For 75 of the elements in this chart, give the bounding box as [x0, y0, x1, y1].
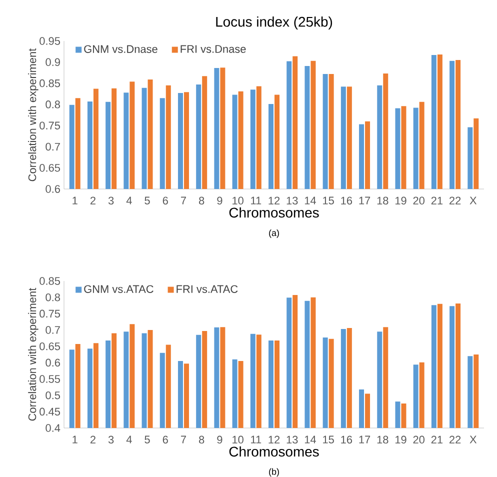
y-tick-label: 0.95 — [40, 37, 60, 45]
legend-label: FRI vs.Dnase — [180, 45, 246, 53]
x-tick-label: 21 — [431, 196, 442, 204]
x-tick-label: 14 — [304, 196, 316, 204]
x-tick-label: 5 — [144, 436, 150, 444]
x-tick-label: 15 — [323, 196, 334, 204]
x-tick-label: 11 — [251, 196, 262, 204]
x-tick-label: 10 — [232, 436, 244, 444]
y-tick-label: 0.8 — [46, 100, 60, 108]
x-tick-label: 4 — [126, 196, 132, 204]
legend-label: FRI vs.ATAC — [176, 285, 238, 293]
y-tick-label: 0.45 — [40, 408, 60, 416]
x-tick-label: 9 — [217, 196, 222, 205]
x-tick-label: 8 — [199, 436, 204, 444]
x-tick-label: 3 — [108, 196, 114, 205]
legend-label: GNM vs.Dnase — [84, 45, 158, 53]
x-tick-label: 6 — [162, 436, 168, 444]
x-tick-label: 7 — [181, 436, 186, 444]
y-tick-label: 0.75 — [40, 122, 60, 130]
chart-title: Locus index (25kb) — [216, 16, 332, 30]
x-tick-label: 8 — [199, 196, 204, 205]
x-tick-label: 18 — [377, 196, 388, 205]
x-tick-label: 16 — [341, 196, 352, 205]
x-axis-title: Chromosomes — [229, 207, 319, 218]
x-tick-label: 3 — [108, 436, 114, 444]
x-tick-label: 19 — [395, 196, 406, 205]
x-tick-label: 2 — [90, 436, 96, 444]
x-tick-label: 14 — [304, 436, 316, 444]
x-tick-label: 20 — [413, 196, 424, 205]
x-tick-label: 2 — [90, 196, 96, 204]
y-axis-title: Correlation with experiment — [28, 288, 38, 421]
y-tick-label: 0.6 — [46, 358, 60, 367]
x-tick-label: 10 — [232, 196, 244, 205]
x-tick-label: X — [470, 436, 477, 444]
x-tick-label: 6 — [162, 196, 168, 205]
y-tick-label: 0.4 — [46, 424, 60, 432]
y-tick-label: 0.7 — [46, 142, 60, 151]
x-tick-label: 4 — [126, 436, 132, 444]
x-axis-title: Chromosomes — [229, 446, 319, 457]
y-tick-label: 0.9 — [46, 58, 60, 66]
text: (a) — [269, 230, 279, 238]
x-tick-label: 22 — [449, 196, 461, 204]
y-tick-label: 0.85 — [40, 79, 60, 88]
x-tick-label: 12 — [268, 196, 280, 204]
x-tick-label: 22 — [449, 436, 461, 444]
x-tick-label: X — [470, 196, 477, 204]
y-tick-label: 0.7 — [46, 326, 60, 334]
y-tick-label: 0.65 — [40, 342, 60, 350]
y-tick-label: 0.8 — [46, 293, 60, 302]
x-tick-label: 13 — [286, 436, 298, 444]
x-tick-label: 7 — [181, 196, 186, 204]
x-tick-label: 12 — [268, 436, 280, 444]
y-tick-label: 0.5 — [46, 391, 60, 400]
x-tick-label: 19 — [395, 436, 406, 444]
x-tick-label: 13 — [286, 196, 298, 205]
x-tick-label: 11 — [251, 436, 262, 444]
x-tick-label: 15 — [323, 436, 334, 444]
x-tick-label: 1 — [72, 196, 78, 204]
x-tick-label: 21 — [431, 436, 442, 444]
y-tick-label: 0.75 — [40, 310, 60, 318]
y-axis-title: Correlation with experiment — [28, 48, 38, 182]
x-tick-label: 18 — [377, 436, 388, 444]
x-tick-label: 20 — [413, 436, 424, 444]
x-tick-label: 9 — [217, 436, 222, 444]
text: (b) — [269, 468, 279, 477]
x-tick-label: 17 — [359, 436, 370, 444]
y-tick-label: 0.85 — [40, 277, 60, 285]
x-tick-label: 1 — [72, 436, 78, 444]
legend-label: GNM vs.ATAC — [84, 285, 154, 293]
y-tick-label: 0.55 — [40, 375, 60, 383]
y-tick-label: 0.65 — [40, 164, 60, 172]
x-tick-label: 16 — [341, 436, 352, 444]
y-tick-label: 0.6 — [46, 185, 60, 193]
x-tick-label: 5 — [144, 196, 150, 204]
x-tick-label: 17 — [359, 196, 370, 204]
